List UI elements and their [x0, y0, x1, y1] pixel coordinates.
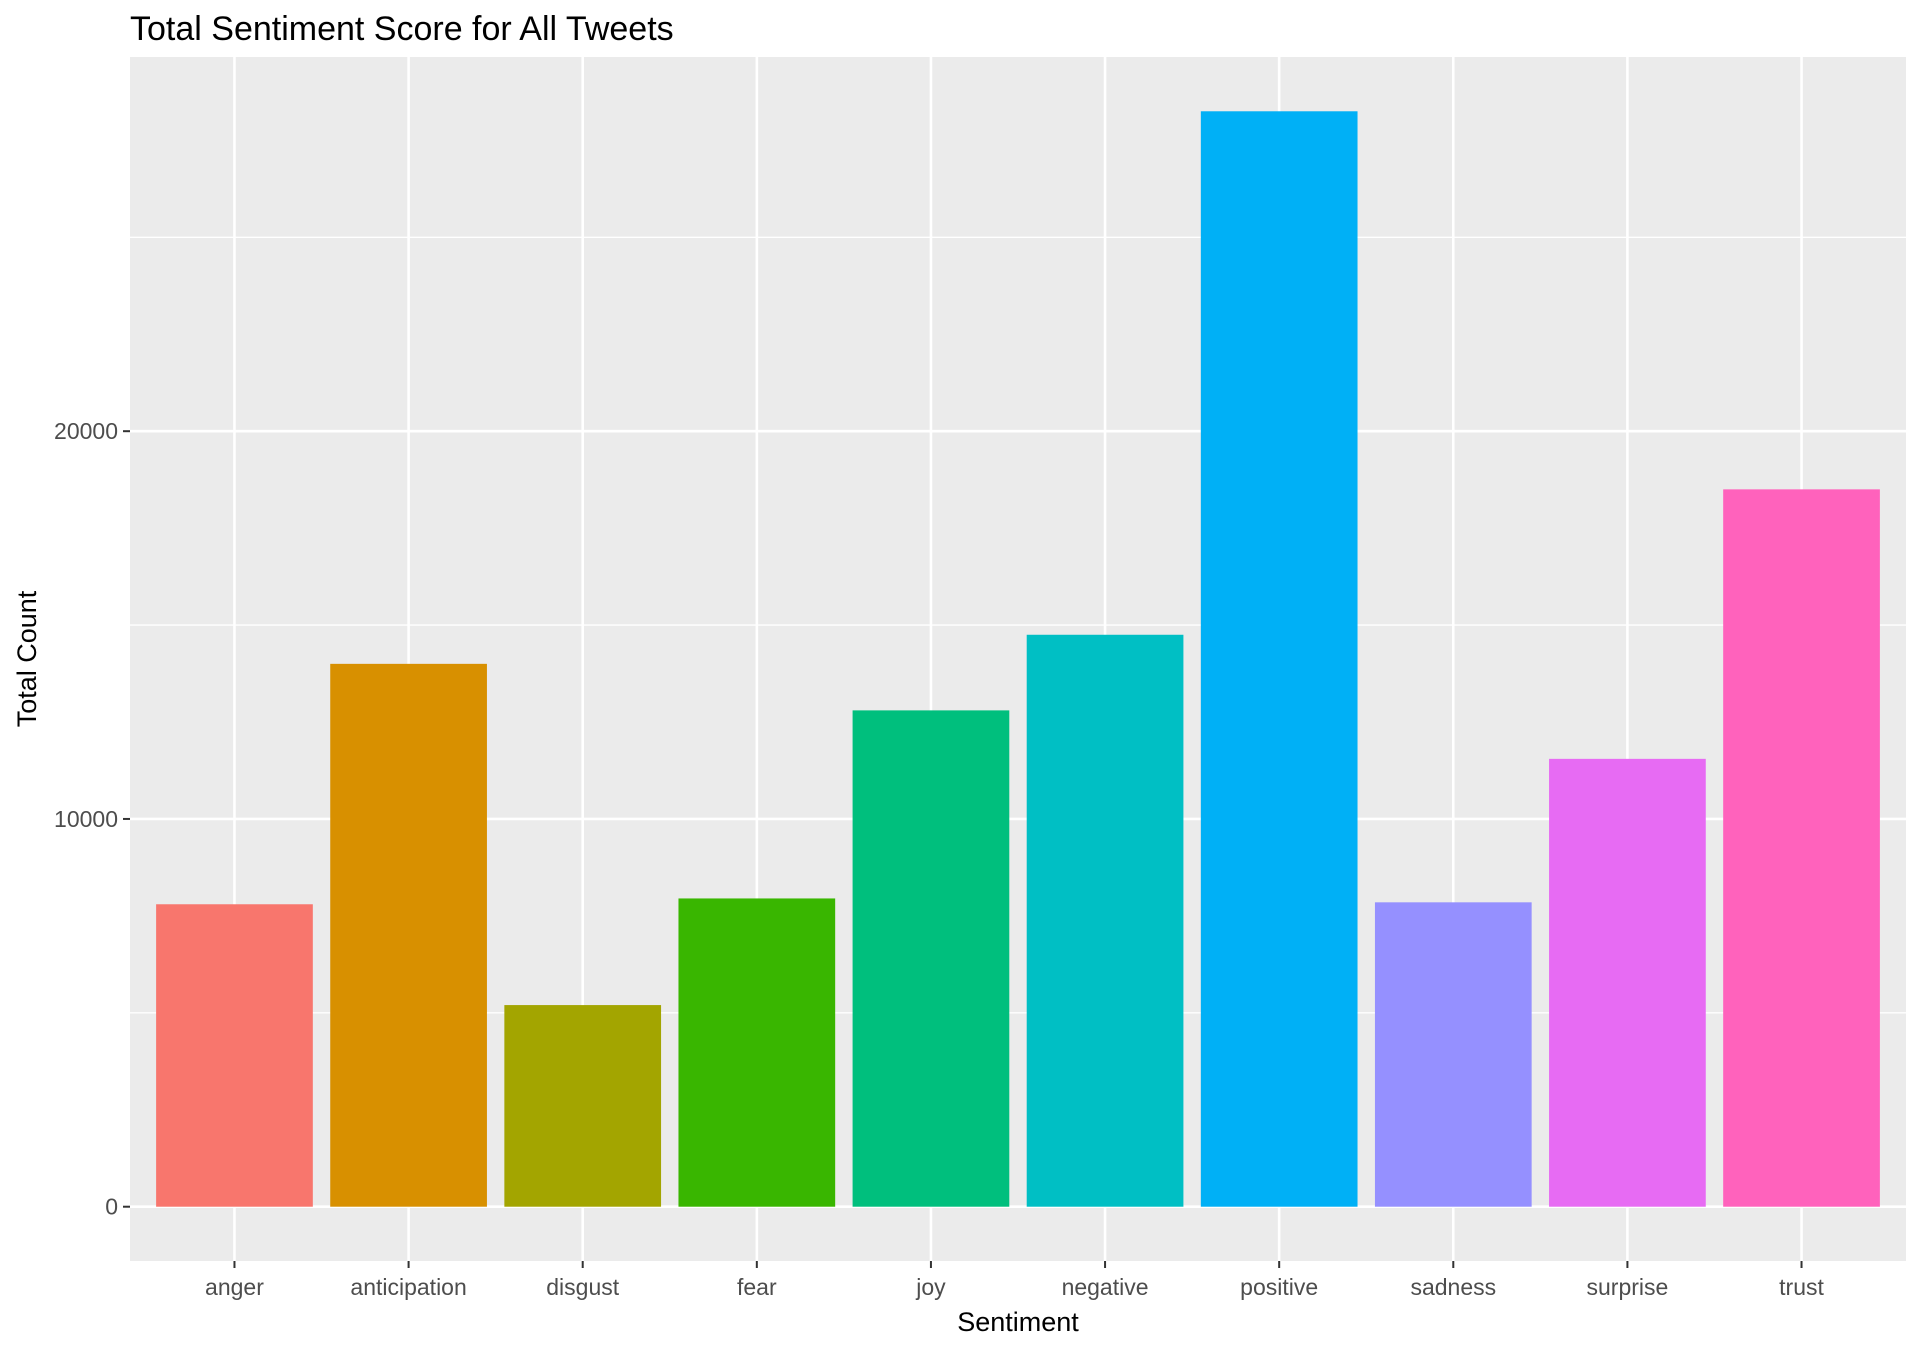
bars: [156, 111, 1880, 1207]
x-tick-label: disgust: [546, 1274, 619, 1300]
bar-trust: [1723, 489, 1880, 1207]
bar-anger: [156, 904, 313, 1207]
bar-joy: [852, 710, 1010, 1207]
y-axis: 0 10000 20000: [54, 418, 130, 1220]
x-axis: anger anticipation disgust fear joy negative p…: [205, 1261, 1825, 1300]
bar-fear: [678, 898, 836, 1207]
x-tick-label: trust: [1779, 1274, 1824, 1300]
bar-surprise: [1549, 758, 1706, 1207]
y-tick-label: 0: [105, 1194, 118, 1220]
x-tick-label: anticipation: [350, 1274, 466, 1300]
x-tick-label: anger: [205, 1274, 264, 1300]
bar-sadness: [1374, 902, 1532, 1207]
y-axis-title: Total Count: [12, 590, 42, 727]
y-tick-label: 20000: [54, 418, 118, 444]
bar-negative: [1026, 634, 1184, 1207]
bar-positive: [1200, 111, 1358, 1207]
bar-anticipation: [330, 663, 487, 1207]
x-tick-label: positive: [1240, 1274, 1318, 1300]
x-tick-label: joy: [915, 1274, 946, 1300]
bar-disgust: [504, 1005, 662, 1207]
x-tick-label: negative: [1062, 1274, 1149, 1300]
x-tick-label: fear: [737, 1274, 777, 1300]
x-tick-label: sadness: [1410, 1274, 1496, 1300]
x-axis-title: Sentiment: [957, 1307, 1079, 1337]
chart-title: Total Sentiment Score for All Tweets: [130, 10, 674, 48]
y-tick-label: 10000: [54, 806, 118, 832]
x-tick-label: surprise: [1587, 1274, 1669, 1300]
